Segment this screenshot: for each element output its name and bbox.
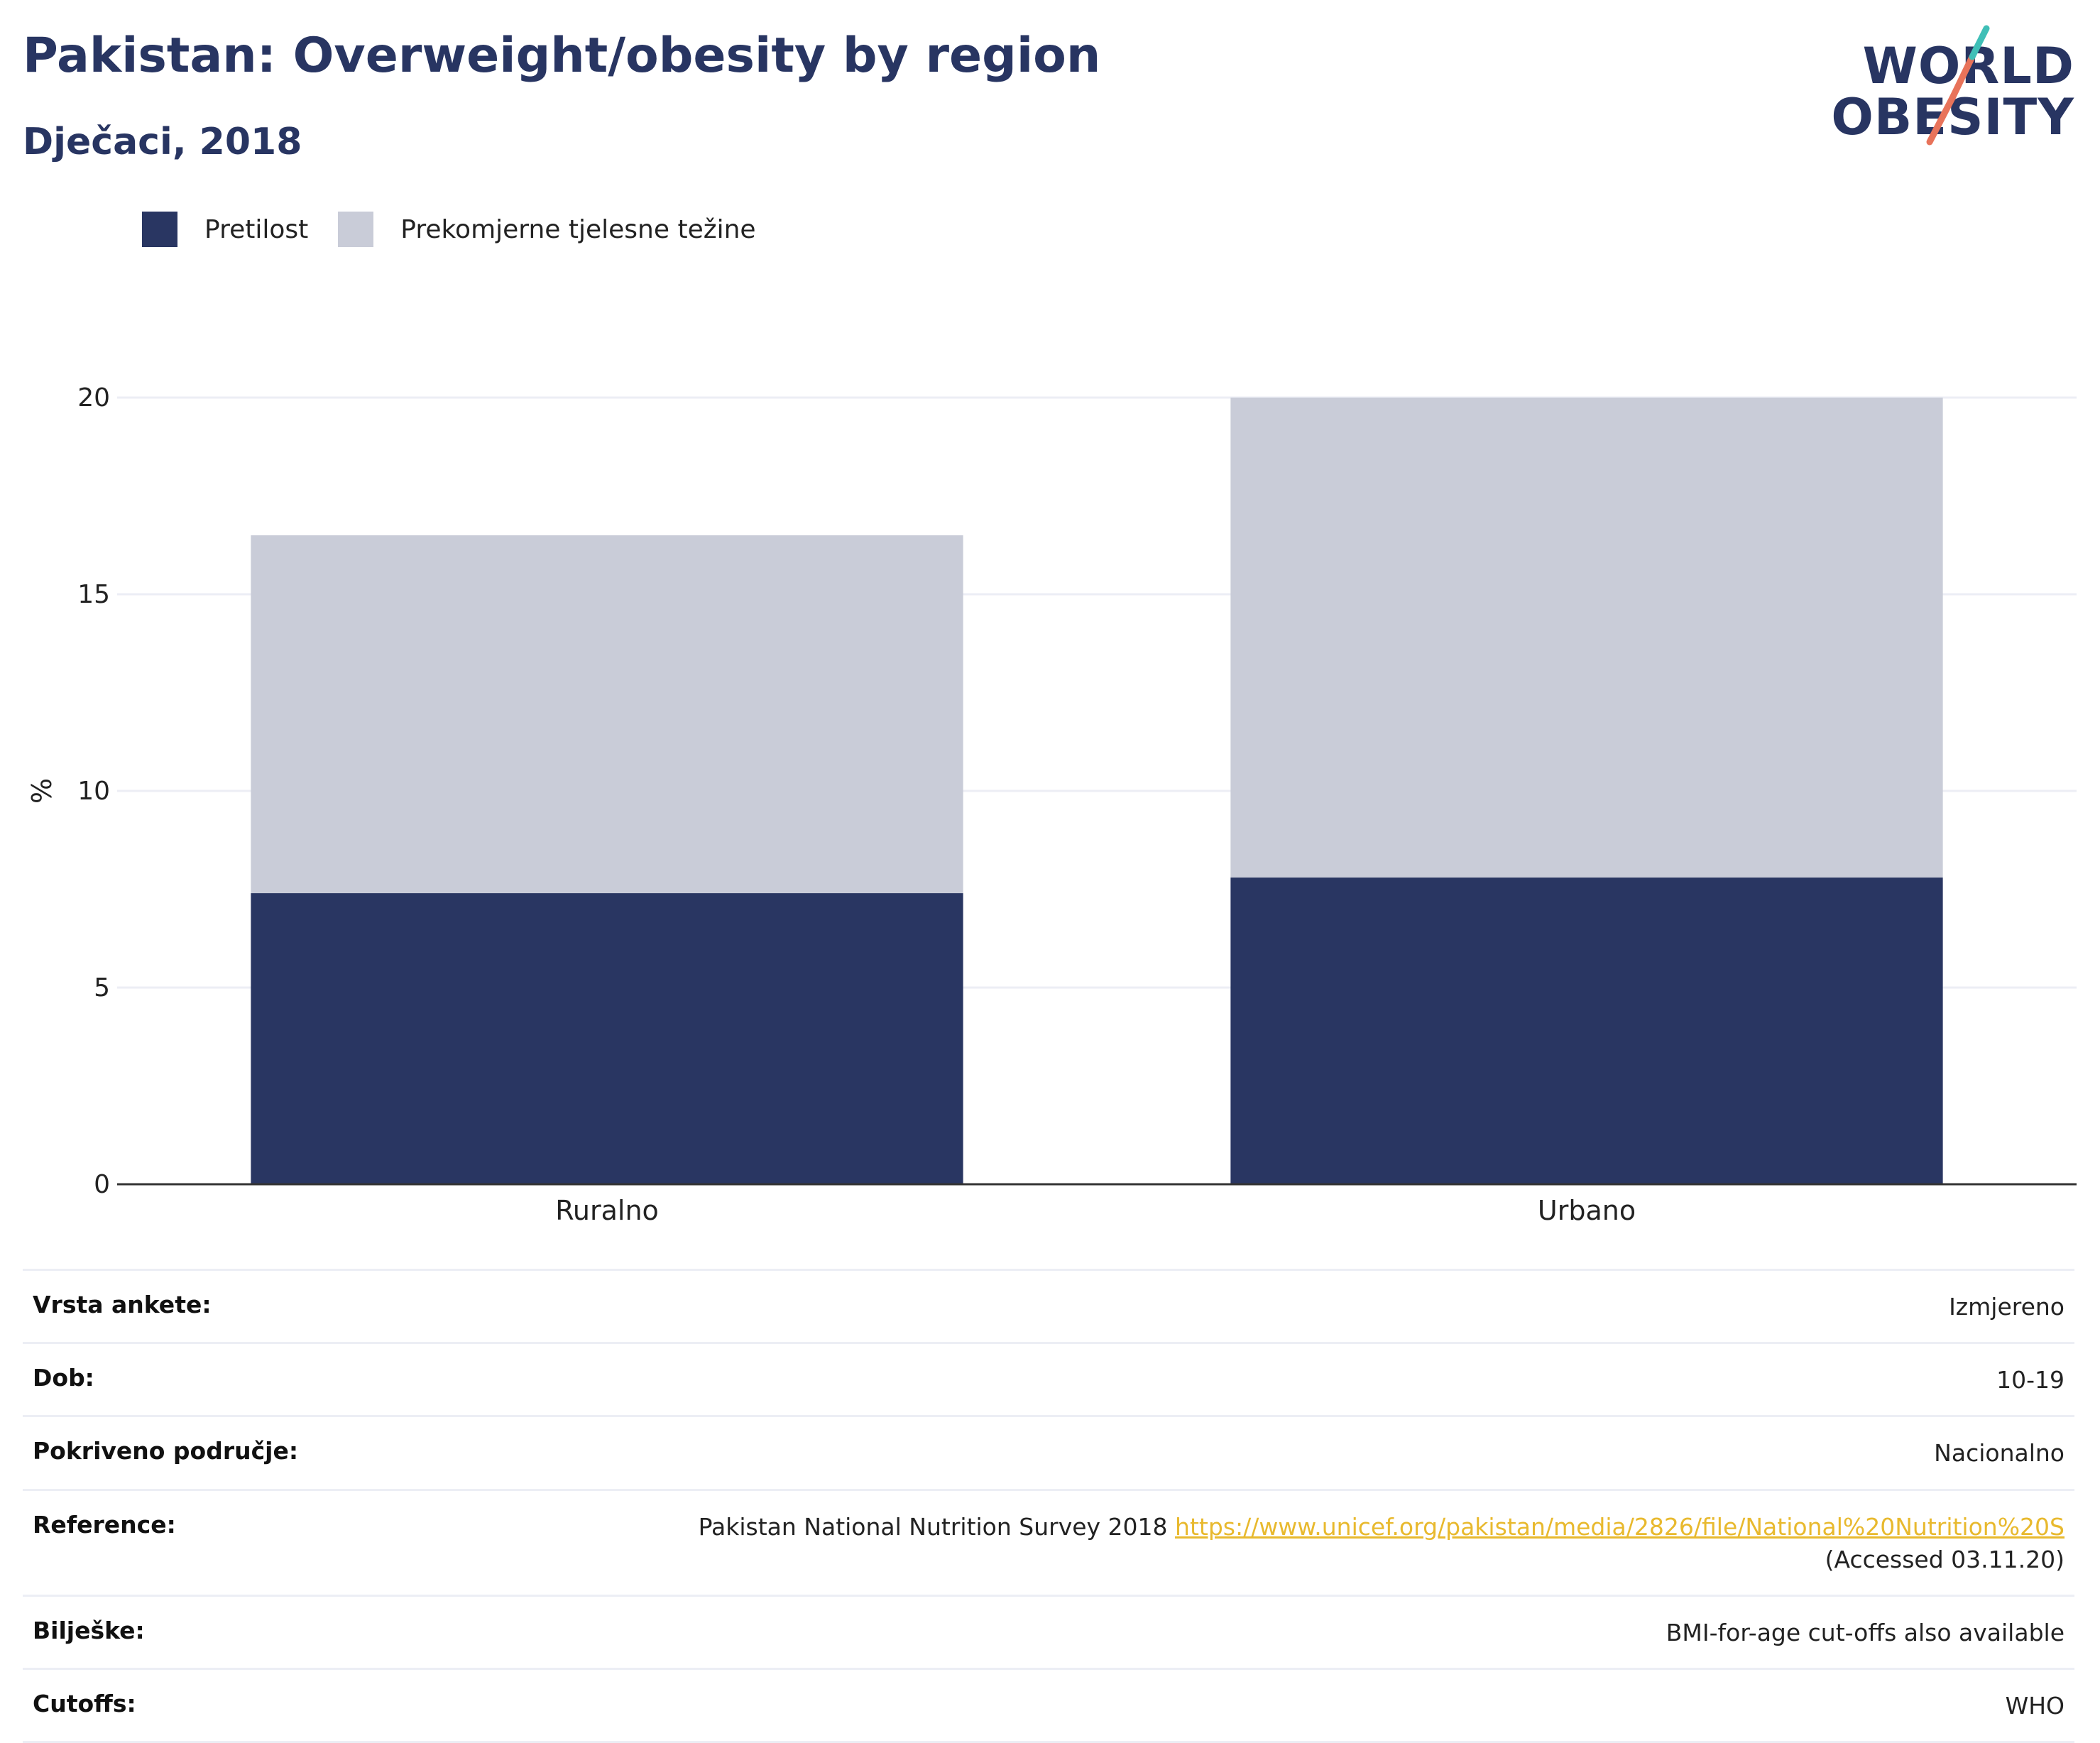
- metadata-value: WHO: [2005, 1692, 2065, 1720]
- metadata-table: Vrsta ankete: Izmjereno Dob: 10-19 Pokri…: [23, 1269, 2074, 1743]
- bar-obesity: [1230, 877, 1943, 1184]
- reference-accessed: (Accessed 03.11.20): [1825, 1545, 2065, 1573]
- chart-title: Pakistan: Overweight/obesity by region: [23, 28, 1101, 84]
- bar-overweight: [251, 535, 963, 894]
- metadata-row: Dob: 10-19: [23, 1342, 2074, 1415]
- y-tick-label: 15: [77, 580, 110, 609]
- metadata-key: Bilješke:: [33, 1616, 145, 1644]
- chart-legend: Pretilost Prekomjerne tjelesne težine: [142, 212, 786, 247]
- legend-item-obesity[interactable]: Pretilost: [142, 212, 308, 247]
- x-tick-label: Urbano: [1538, 1195, 1636, 1226]
- metadata-row: Bilješke: BMI-for-age cut-offs also avai…: [23, 1594, 2074, 1668]
- legend-label-obesity: Pretilost: [204, 214, 309, 244]
- metadata-row: Pokriveno područje: Nacionalno: [23, 1415, 2074, 1488]
- metadata-value: BMI-for-age cut-offs also available: [1666, 1618, 2065, 1646]
- y-axis-label: %: [26, 778, 58, 804]
- x-tick-label: Ruralno: [555, 1195, 659, 1226]
- reference-link[interactable]: https://www.unicef.org/pakistan/media/28…: [1175, 1512, 2065, 1541]
- bar-obesity: [251, 893, 963, 1184]
- bar-chart: 0 5 10 15 20% Ruralno Urbano: [26, 383, 2077, 1226]
- metadata-key: Dob:: [33, 1364, 94, 1392]
- bar-overweight: [1230, 398, 1943, 878]
- metadata-row: Cutoffs: WHO: [23, 1668, 2074, 1743]
- legend-swatch-overweight: [338, 212, 374, 247]
- metadata-key: Cutoffs:: [33, 1690, 136, 1718]
- logo-slash-icon: [1926, 25, 1990, 146]
- metadata-value: Nacionalno: [1934, 1439, 2065, 1468]
- metadata-row: Reference: Pakistan National Nutrition S…: [23, 1488, 2074, 1595]
- metadata-key: Pokriveno područje:: [33, 1437, 299, 1465]
- y-tick-label: 20: [77, 383, 110, 412]
- legend-item-overweight[interactable]: Prekomjerne tjelesne težine: [338, 212, 756, 247]
- legend-label-overweight: Prekomjerne tjelesne težine: [400, 214, 756, 244]
- reference-text: Pakistan National Nutrition Survey 2018: [698, 1512, 1176, 1541]
- y-tick-label: 0: [94, 1170, 110, 1199]
- metadata-value: Izmjereno: [1949, 1293, 2065, 1321]
- chart-subtitle: Dječaci, 2018: [23, 121, 302, 163]
- metadata-value: 10-19: [1996, 1366, 2065, 1394]
- metadata-key: Reference:: [33, 1510, 176, 1539]
- world-obesity-logo: WORLD OBESITY: [1831, 21, 2087, 149]
- metadata-value-reference: Pakistan National Nutrition Survey 2018 …: [574, 1511, 2065, 1576]
- y-tick-label: 10: [77, 777, 110, 806]
- metadata-row: Vrsta ankete: Izmjereno: [23, 1269, 2074, 1342]
- legend-swatch-obesity: [142, 212, 177, 247]
- metadata-key: Vrsta ankete:: [33, 1291, 212, 1318]
- y-tick-label: 5: [94, 973, 110, 1002]
